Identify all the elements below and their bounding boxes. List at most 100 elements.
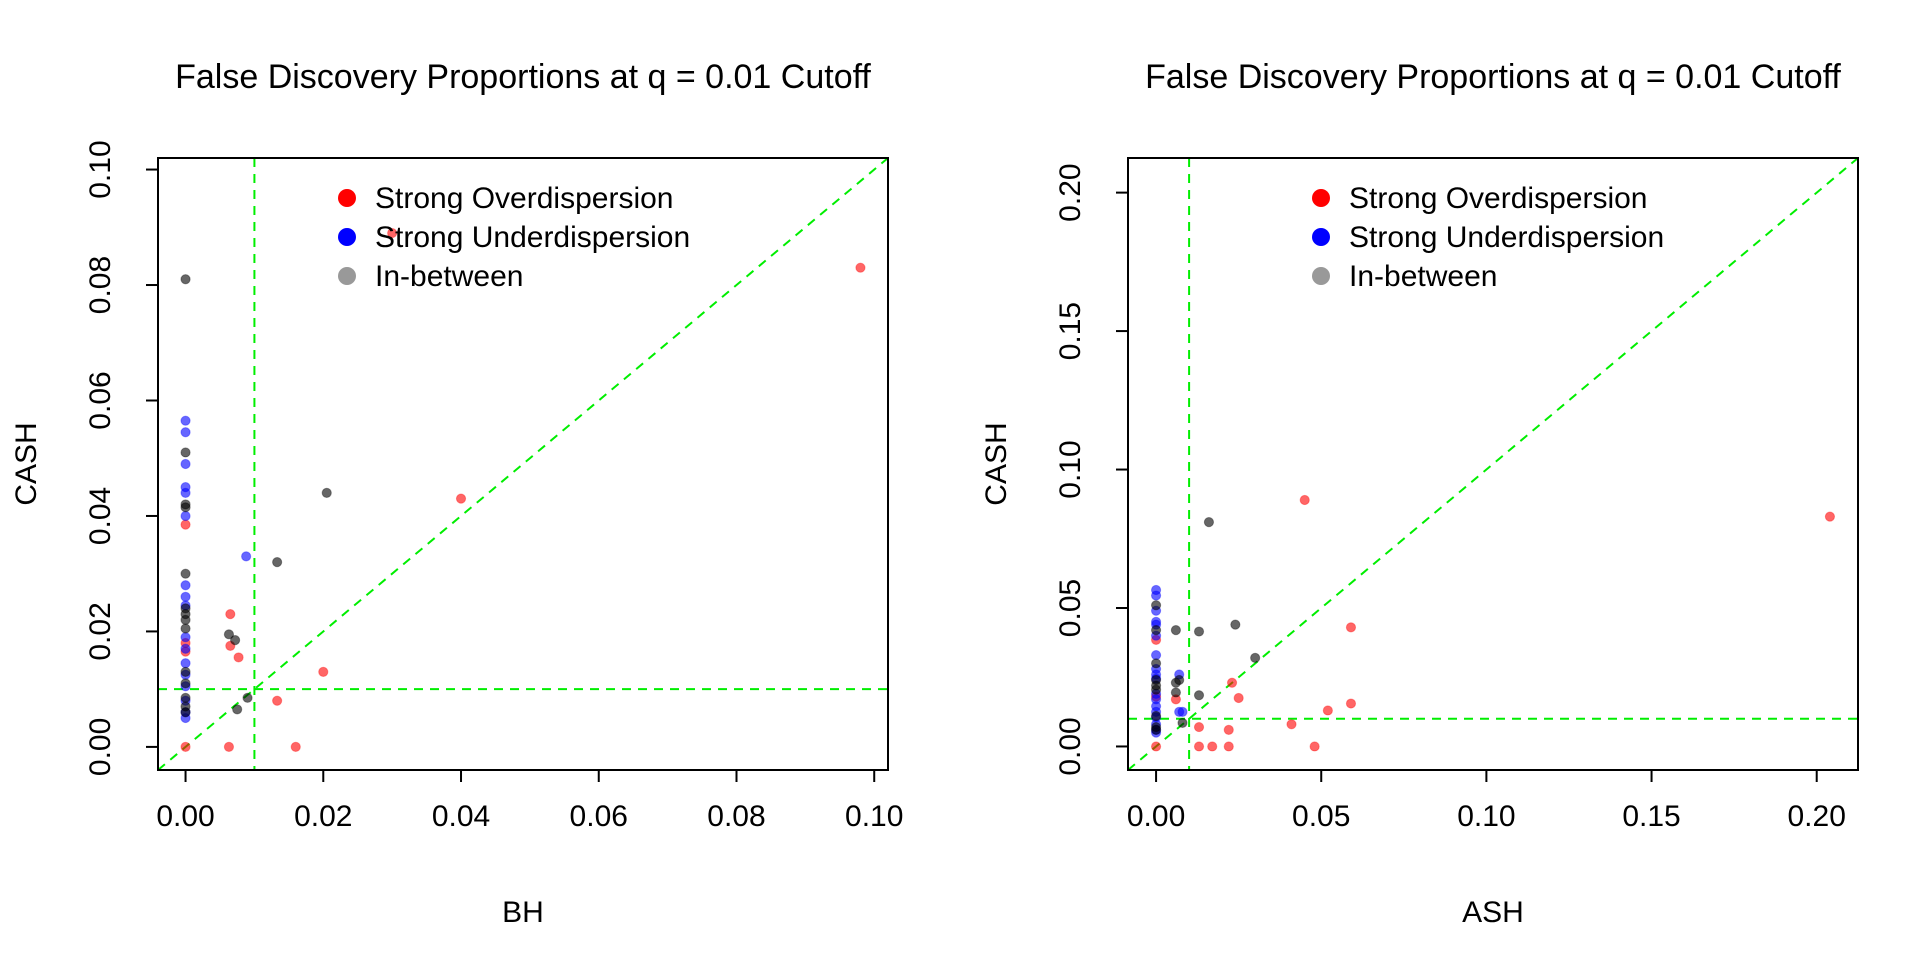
data-point-overdispersion [1207,741,1218,752]
data-point-overdispersion [223,741,235,753]
data-point-overdispersion [1824,511,1836,522]
data-point-overdispersion [1193,741,1205,752]
legend: Strong Overdispersion Strong Underdisper… [1312,182,1664,293]
data-point-in-between [1150,710,1162,722]
x-axis-ticks: 0.00 0.05 0.10 0.15 0.20 [1127,770,1846,833]
y-axis-label: CASH [10,422,43,505]
x-tick-label: 0.04 [432,800,490,833]
y-tick-label: 0.10 [84,140,117,198]
y-tick-label: 0.06 [84,371,117,429]
y-tick-label: 0.15 [1054,302,1087,360]
data-point-overdispersion [1286,719,1297,730]
data-point-overdispersion [1345,622,1357,633]
scatter-panel-ash-vs-cash: False Discovery Proportions at q = 0.01 … [980,58,1859,929]
y-tick-label: 0.02 [84,602,117,660]
data-point-in-between [180,447,191,458]
legend: Strong Overdispersion Strong Underdisper… [338,182,690,293]
data-point-in-between [1170,687,1181,698]
data-point-underdispersion [180,591,191,602]
y-tick-label: 0.08 [84,256,117,314]
x-tick-label: 0.06 [570,800,628,833]
x-axis-label: ASH [1462,896,1524,929]
data-point-underdispersion [180,510,191,522]
data-point-in-between [180,502,191,513]
scatter-panel-bh-vs-cash: False Discovery Proportions at q = 0.01 … [10,58,903,929]
legend-label-in-between: In-between [1349,260,1497,293]
data-point-in-between [1170,625,1181,636]
data-point-overdispersion [1150,741,1162,752]
data-point-underdispersion [241,551,252,562]
data-point-underdispersion [180,658,191,669]
data-point-in-between [1193,690,1205,701]
legend-label-underdispersion: Strong Underdispersion [1349,221,1664,254]
data-point-in-between [230,634,241,646]
data-point-in-between [1230,619,1241,630]
legend-label-in-between: In-between [375,260,523,293]
data-point-underdispersion [180,643,191,654]
data-point-in-between [180,692,191,703]
plot-frame [157,157,889,771]
data-point-overdispersion [1193,721,1205,733]
legend-marker-underdispersion [1312,228,1330,246]
data-point-underdispersion [180,580,191,591]
y-axis-ticks: 0.00 0.05 0.10 0.15 0.20 [1054,163,1128,776]
data-point-overdispersion [180,741,191,753]
data-point-overdispersion [455,493,467,504]
data-point-in-between [180,614,191,625]
y-tick-label: 0.00 [1054,717,1087,775]
data-point-overdispersion [1299,494,1310,506]
data-point-overdispersion [290,741,301,753]
data-point-overdispersion [1223,724,1234,735]
legend-marker-overdispersion [1312,189,1330,207]
data-point-in-between [1150,625,1162,636]
plot-frame [1127,157,1859,771]
legend-marker-underdispersion [338,228,356,246]
data-point-in-between [1150,724,1162,735]
data-point-in-between [1150,658,1162,669]
data-point-overdispersion [855,262,866,273]
y-tick-label: 0.00 [84,718,117,776]
legend-label-overdispersion: Strong Overdispersion [1349,182,1647,215]
data-point-overdispersion [387,227,398,239]
x-tick-label: 0.00 [1127,800,1185,833]
chart-title: False Discovery Proportions at q = 0.01 … [175,58,871,96]
x-tick-label: 0.15 [1622,800,1680,833]
x-tick-label: 0.08 [707,800,765,833]
data-point-in-between [180,707,191,718]
data-point-underdispersion [180,415,191,426]
data-point-overdispersion [180,519,191,530]
data-point-underdispersion [1150,590,1162,601]
data-point-in-between [321,487,332,498]
data-point-in-between [1193,626,1205,637]
data-point-in-between [180,623,191,634]
x-axis-ticks: 0.00 0.02 0.04 0.06 0.08 0.10 [156,770,903,833]
data-point-in-between [272,557,283,568]
data-point-in-between [242,692,253,703]
y-axis-ticks: 0.00 0.02 0.04 0.06 0.08 0.10 [84,140,158,776]
legend-label-overdispersion: Strong Overdispersion [375,182,673,215]
data-point-in-between [180,568,191,579]
data-point-overdispersion [1322,705,1333,716]
data-point-overdispersion [1309,741,1320,752]
data-point-in-between [180,274,191,285]
plot-content [157,157,889,771]
data-point-in-between [1150,684,1162,695]
data-point-in-between [1203,517,1215,528]
x-tick-label: 0.00 [156,800,214,833]
data-point-overdispersion [1233,692,1244,704]
data-point-in-between [1150,600,1162,611]
y-axis-label: CASH [980,422,1013,505]
data-point-in-between [232,704,243,715]
x-tick-label: 0.10 [1457,800,1515,833]
data-point-in-between [1177,717,1188,729]
chart-title: False Discovery Proportions at q = 0.01 … [1145,58,1841,96]
data-point-overdispersion [272,695,283,706]
data-point-overdispersion [225,609,236,620]
y-tick-label: 0.04 [84,487,117,545]
x-tick-label: 0.10 [845,800,903,833]
data-point-in-between [180,678,191,689]
x-tick-label: 0.05 [1292,800,1350,833]
y-tick-label: 0.10 [1054,440,1087,498]
legend-label-underdispersion: Strong Underdispersion [375,221,690,254]
data-point-in-between [1174,674,1185,686]
